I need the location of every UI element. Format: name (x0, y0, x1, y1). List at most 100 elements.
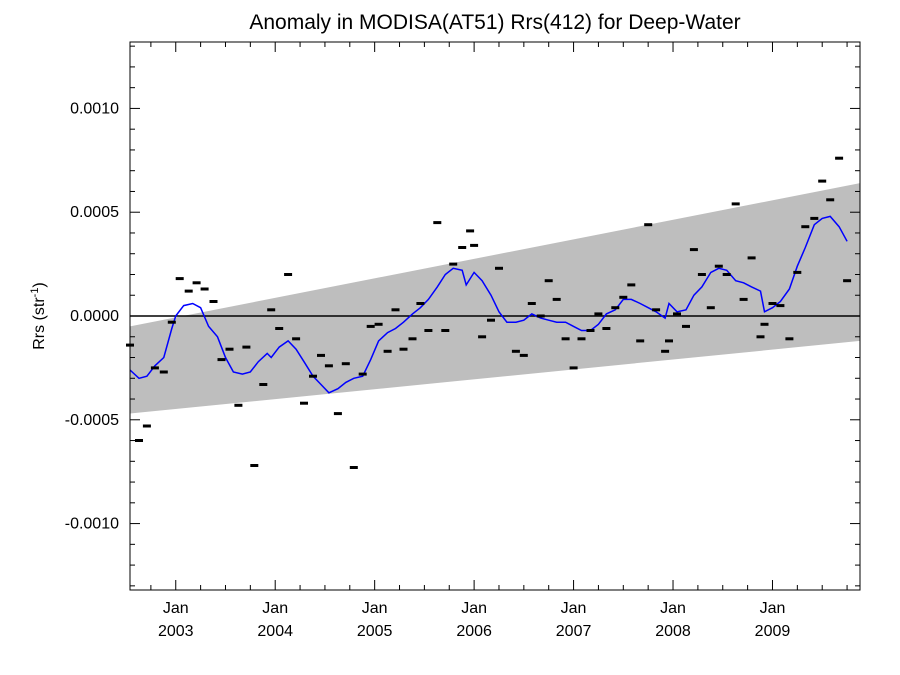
data-point (341, 362, 350, 366)
data-point (760, 322, 769, 326)
data-point (259, 383, 268, 386)
data-point (527, 302, 536, 305)
data-point (722, 273, 731, 276)
data-point (433, 221, 442, 225)
x-tick-label-year: 2003 (158, 623, 194, 640)
data-point (569, 366, 578, 370)
y-axis-label-superscript: -1 (29, 288, 41, 298)
data-point (731, 202, 740, 206)
data-point (309, 374, 317, 378)
x-tick-label-year: 2007 (556, 623, 592, 640)
x-tick-label-year: 2009 (755, 623, 791, 640)
data-point (586, 329, 595, 332)
data-point (267, 308, 276, 312)
data-point (673, 312, 681, 316)
data-point (519, 353, 528, 357)
data-point (739, 297, 748, 301)
data-point (536, 314, 545, 318)
data-point (487, 318, 495, 322)
data-point (374, 322, 383, 326)
y-tick-label: 0.0005 (70, 204, 119, 221)
data-point (756, 335, 765, 339)
data-point (458, 246, 467, 249)
data-point (416, 302, 425, 305)
data-point (665, 339, 673, 343)
data-point (785, 337, 794, 341)
x-tick-label-year: 2006 (456, 623, 492, 640)
data-point (810, 216, 819, 220)
data-point (706, 306, 715, 310)
data-point (801, 225, 810, 229)
data-point (242, 345, 251, 349)
data-point (561, 337, 570, 341)
data-point (627, 283, 636, 287)
data-point (470, 243, 479, 247)
data-point (835, 156, 844, 160)
data-point (602, 327, 611, 330)
data-point (225, 347, 234, 351)
x-tick-label-month: Jan (561, 600, 587, 617)
data-point (275, 327, 284, 330)
x-tick-label-month: Jan (760, 600, 786, 617)
data-point (714, 264, 723, 268)
data-point (552, 297, 561, 301)
data-point (333, 412, 342, 416)
data-point (511, 349, 520, 353)
data-point (682, 324, 690, 328)
data-point (250, 464, 259, 467)
data-point (449, 262, 458, 266)
data-point (768, 302, 777, 305)
data-point (324, 364, 333, 368)
trend-band (130, 183, 860, 414)
data-point (661, 349, 670, 353)
data-point (167, 320, 176, 324)
data-point (159, 370, 168, 374)
data-point (594, 312, 603, 316)
data-point (399, 347, 408, 351)
data-point (383, 349, 392, 353)
data-point (135, 439, 143, 442)
smoothed-series-line (129, 215, 848, 394)
data-point (175, 277, 184, 281)
x-tick-label-month: Jan (362, 600, 388, 617)
data-point (349, 466, 358, 469)
y-axis-label-suffix: ) (31, 282, 48, 287)
data-point (826, 198, 835, 202)
data-point (358, 372, 367, 376)
y-tick-label: 0.0010 (70, 100, 119, 117)
data-point (209, 300, 218, 303)
data-point (424, 329, 433, 332)
data-point (292, 337, 301, 341)
data-point (466, 229, 475, 233)
y-tick-label: -0.0010 (65, 516, 119, 533)
x-tick-label-year: 2004 (257, 623, 293, 640)
data-point (747, 256, 756, 260)
data-point (150, 366, 159, 370)
data-point (317, 353, 325, 357)
x-tick-label-month: Jan (262, 600, 288, 617)
data-point (284, 273, 293, 276)
data-point (300, 401, 308, 405)
data-point (577, 337, 586, 341)
chart-title: Anomaly in MODISA(AT51) Rrs(412) for Dee… (249, 11, 740, 34)
y-tick-label: 0.0000 (70, 308, 119, 325)
data-point (408, 337, 417, 341)
y-tick-label: -0.0005 (65, 412, 119, 429)
data-point (843, 279, 852, 283)
data-point (636, 339, 645, 343)
data-point (217, 358, 226, 362)
data-point (689, 248, 698, 252)
data-point (776, 304, 785, 308)
y-axis-label: Rrs (str-1) (29, 282, 48, 350)
data-point (142, 424, 151, 428)
data-point (652, 308, 661, 312)
data-point (192, 281, 201, 285)
x-tick-label-year: 2008 (655, 623, 691, 640)
data-point (818, 179, 827, 183)
x-tick-label-year: 2005 (357, 623, 393, 640)
data-point (544, 279, 553, 283)
data-point (441, 329, 450, 332)
x-tick-label-month: Jan (660, 600, 686, 617)
x-tick-label-month: Jan (163, 600, 189, 617)
